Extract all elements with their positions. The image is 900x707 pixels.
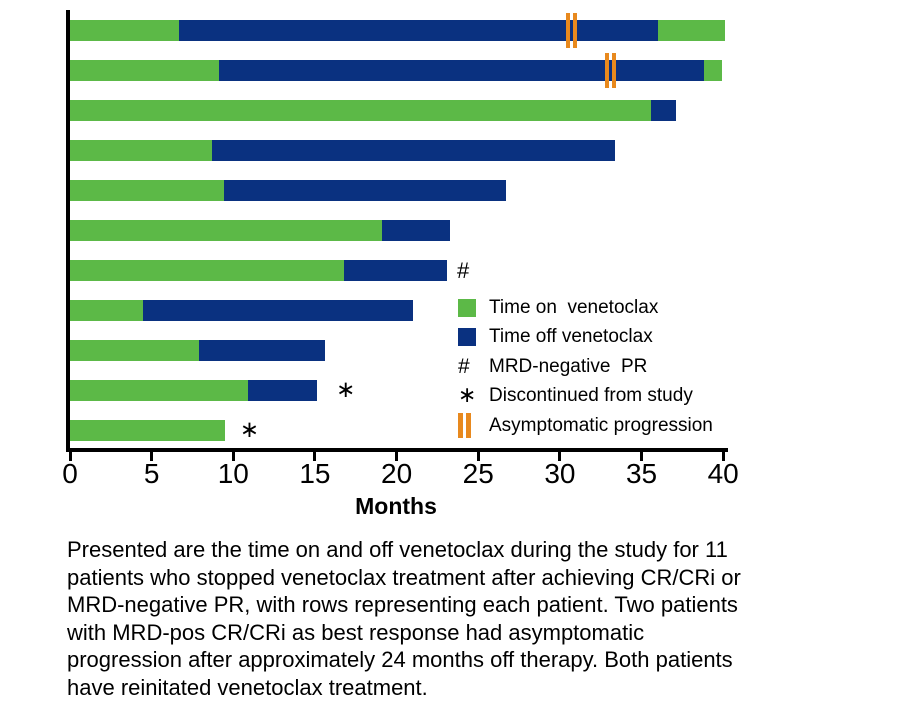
caption-line: MRD-negative PR, with rows representing … xyxy=(67,592,738,617)
caption-line: Presented are the time on and off veneto… xyxy=(67,537,728,562)
y-axis-line xyxy=(66,10,70,452)
bar-segment-on xyxy=(70,260,345,281)
x-tick xyxy=(721,452,725,461)
bar-segment-on xyxy=(70,420,226,441)
hash-symbol-icon: # xyxy=(458,355,470,379)
bar-segment-off xyxy=(179,20,658,41)
bar-segment-on xyxy=(70,20,180,41)
caption-line: progression after approximately 24 month… xyxy=(67,647,733,672)
x-tick-label: 5 xyxy=(143,458,160,489)
x-tick-label: 35 xyxy=(625,458,658,489)
legend-row: # MRD-negative PR xyxy=(458,352,758,382)
legend: Time on venetoclax Time off venetoclax # MR… xyxy=(458,293,758,441)
x-tick-label: 10 xyxy=(217,458,249,489)
bar-segment-on xyxy=(70,140,213,161)
legend-row: Time on venetoclax xyxy=(458,293,758,323)
asterisk-symbol-icon: ∗ xyxy=(458,383,477,409)
bar-segment-off xyxy=(381,220,451,241)
progression-marker xyxy=(605,53,617,88)
legend-row: Time off venetoclax xyxy=(458,323,758,353)
x-tick xyxy=(313,452,317,461)
x-axis-title: Months xyxy=(355,493,437,519)
legend-label: MRD-negative PR xyxy=(489,355,648,377)
x-tick xyxy=(476,452,480,461)
bar-segment-off xyxy=(344,260,448,281)
x-tick xyxy=(640,452,644,461)
x-tick-label: 20 xyxy=(381,458,413,489)
legend-label: Time off venetoclax xyxy=(489,326,653,348)
legend-swatch-time-off-icon xyxy=(458,328,482,347)
figure-caption: Presented are the time on and off veneto… xyxy=(67,536,877,701)
x-axis-line xyxy=(66,448,728,452)
bar-segment-off xyxy=(223,180,506,201)
bar-segment-on xyxy=(70,100,652,121)
bar-segment-on xyxy=(70,180,224,201)
x-tick xyxy=(68,452,72,461)
caption-line: with MRD-pos CR/CRi as best response had… xyxy=(67,619,645,645)
bar-segment-on xyxy=(657,20,725,41)
bar-segment-on xyxy=(703,60,722,81)
bar-segment-off xyxy=(651,100,676,121)
progression-marker xyxy=(565,13,577,48)
x-tick xyxy=(150,452,154,461)
x-tick-label: 30 xyxy=(544,458,576,489)
legend-swatch-time-on-icon xyxy=(458,298,482,317)
annotation-hash: # xyxy=(457,258,470,283)
legend-row: ∗ Discontinued from study xyxy=(458,382,758,412)
bar-segment-off xyxy=(212,140,616,161)
bar-segment-on xyxy=(70,380,248,401)
caption-line: patients who stopped venetoclax treatmen… xyxy=(67,564,741,590)
x-tick-label: 25 xyxy=(462,458,494,489)
legend-row: Asymptomatic progression xyxy=(458,411,758,441)
bar-segment-on xyxy=(70,60,219,81)
bar-segment-on xyxy=(70,220,382,241)
bar-segment-off xyxy=(199,340,325,361)
x-tick xyxy=(558,452,562,461)
x-tick xyxy=(395,452,399,461)
x-tick-label: 15 xyxy=(299,458,331,489)
annotation-asterisk: ∗ xyxy=(336,377,356,403)
x-tick-label: 40 xyxy=(707,458,739,489)
bar-segment-off xyxy=(218,60,704,81)
bar-segment-on xyxy=(70,340,199,361)
bar-segment-off xyxy=(143,300,413,321)
x-tick xyxy=(231,452,235,461)
annotation-asterisk: ∗ xyxy=(239,417,260,443)
bar-segment-on xyxy=(70,300,144,321)
double-bar-progression-icon xyxy=(458,413,482,439)
legend-label: Asymptomatic progression xyxy=(489,414,713,436)
x-tick-label: 0 xyxy=(62,458,78,489)
legend-label: Discontinued from study xyxy=(489,385,693,407)
bar-segment-off xyxy=(247,380,317,401)
legend-label: Time on venetoclax xyxy=(489,296,659,318)
caption-line: have reinitated venetoclax treatment. xyxy=(67,674,428,700)
